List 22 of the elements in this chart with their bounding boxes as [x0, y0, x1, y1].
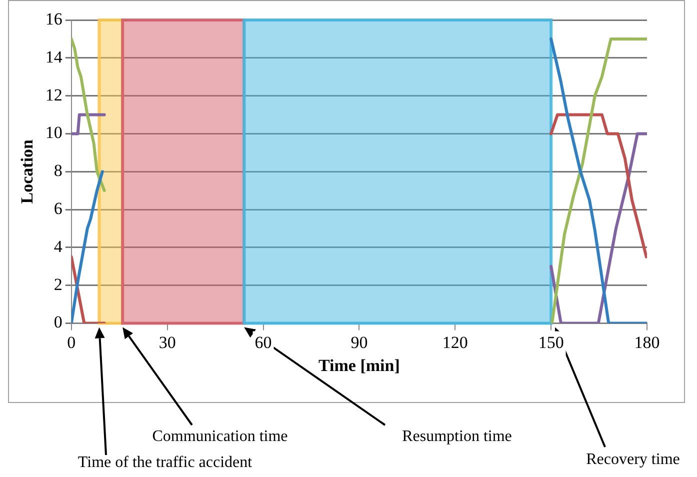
- x-tick-label: 0: [67, 332, 76, 352]
- y-tick-label: 6: [54, 198, 62, 218]
- x-tick-label: 30: [158, 332, 176, 352]
- x-tick-label: 180: [634, 332, 660, 352]
- x-tick-label: 90: [350, 332, 368, 352]
- text: Communication time: [152, 428, 288, 446]
- x-axis-title: Time [min]: [318, 356, 400, 376]
- text: Time of the traffic accident: [78, 454, 253, 472]
- x-tick-label: 150: [538, 332, 564, 352]
- x-tick-label: 120: [442, 332, 468, 352]
- y-tick-label: 8: [54, 161, 62, 180]
- y-tick-label: 2: [54, 274, 62, 294]
- y-tick-label: 16: [45, 9, 62, 28]
- text: Resumption time: [402, 428, 512, 446]
- y-tick-label: 0: [54, 312, 62, 332]
- y-tick-label: 10: [45, 123, 62, 142]
- y-tick-label: 12: [45, 85, 62, 104]
- y-tick-label: 14: [45, 47, 63, 66]
- x-tick-label: 60: [254, 332, 272, 352]
- text: Recovery time: [586, 451, 680, 468]
- y-axis-title: Location: [18, 138, 37, 204]
- y-tick-label: 4: [54, 236, 63, 256]
